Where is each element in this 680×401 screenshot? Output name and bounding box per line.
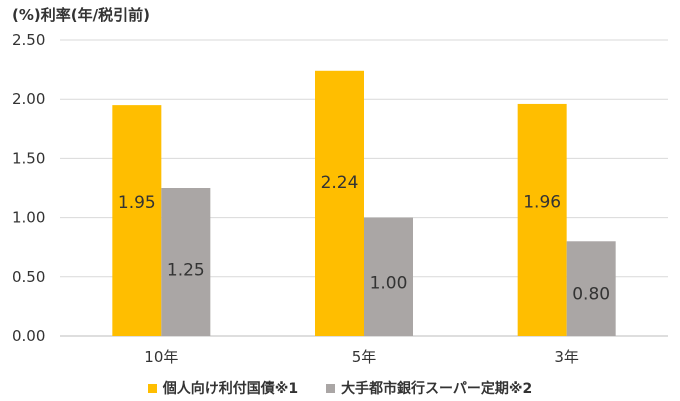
legend-label-series-2: 大手都市銀行スーパー定期※2 <box>341 381 533 397</box>
data-label: 0.80 <box>572 284 610 304</box>
y-axis-label: (%)利率(年/税引前) <box>12 6 150 24</box>
bars <box>112 70 616 337</box>
y-axis-ticks: 0.00 0.50 1.00 1.50 2.00 2.50 <box>12 31 45 345</box>
data-labels: 1.95 1.25 2.24 1.00 1.96 0.80 <box>118 173 610 304</box>
data-label: 1.96 <box>523 192 561 212</box>
legend-item-series-1: 個人向け利付国債※1 <box>147 378 299 398</box>
y-tick-label: 0.00 <box>12 327 45 345</box>
x-tick-label: 5年 <box>352 348 377 366</box>
data-label: 2.24 <box>321 173 359 193</box>
x-tick-label: 10年 <box>144 348 178 366</box>
x-axis-ticks: 10年 5年 3年 <box>144 348 579 366</box>
legend-swatch-series-2 <box>326 383 336 393</box>
bar-series-1 <box>315 70 364 336</box>
y-tick-label: 1.00 <box>12 209 45 227</box>
data-label: 1.00 <box>370 274 408 294</box>
bar-series-2 <box>161 188 211 336</box>
y-tick-label: 2.00 <box>12 90 45 108</box>
legend-item-series-2: 大手都市銀行スーパー定期※2 <box>326 378 532 398</box>
data-label: 1.95 <box>118 193 156 213</box>
bar-series-1 <box>517 103 567 336</box>
bar-series-2 <box>566 241 616 336</box>
legend: 個人向け利付国債※1 大手都市銀行スーパー定期※2 <box>0 378 680 398</box>
y-tick-label: 0.50 <box>12 268 45 286</box>
legend-label-series-1: 個人向け利付国債※1 <box>162 381 299 397</box>
y-tick-label: 2.50 <box>12 31 45 49</box>
legend-swatch-series-1 <box>147 383 157 393</box>
bar-series-1 <box>112 105 162 337</box>
data-label: 1.25 <box>167 260 205 280</box>
y-tick-label: 1.50 <box>12 149 45 167</box>
bar-series-2 <box>364 217 413 336</box>
x-tick-label: 3年 <box>554 348 579 366</box>
